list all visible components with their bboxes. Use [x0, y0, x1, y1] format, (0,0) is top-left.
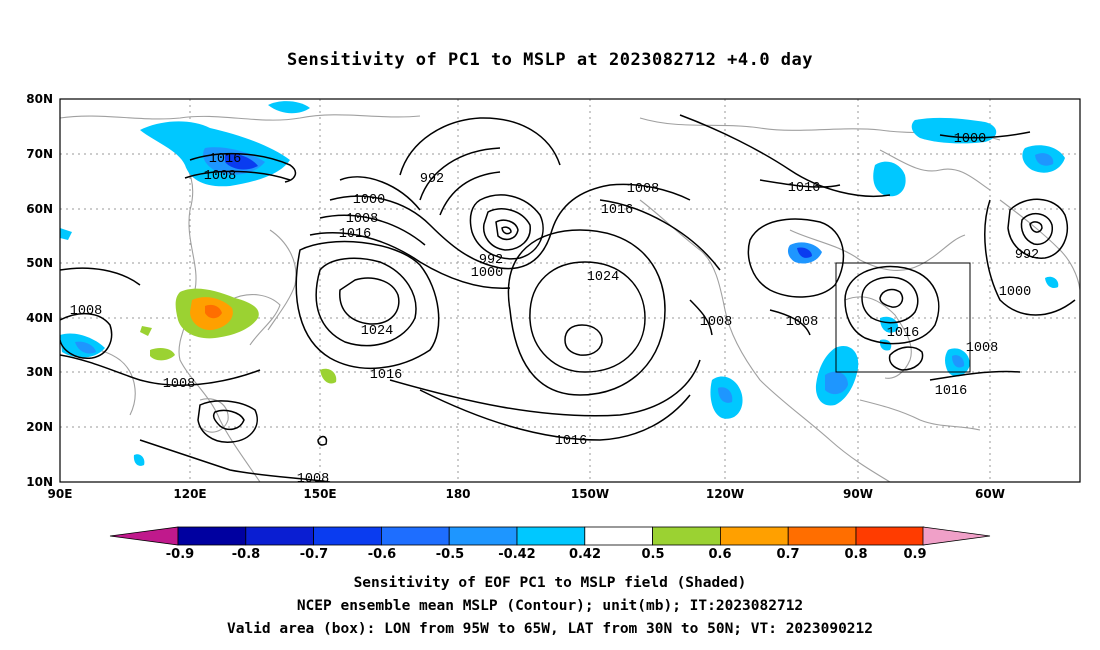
contour-label: 1008: [204, 169, 236, 184]
contour-label: 1016: [339, 227, 371, 242]
contour-labels: 1016 1008 992 1000 1008 1016 992 1000 10…: [70, 132, 1039, 487]
contour-label: 1016: [887, 326, 919, 341]
valid-area-box: [835, 262, 971, 373]
lat-label: 80N: [26, 92, 53, 106]
contour-label: 1000: [353, 193, 385, 208]
colorbar-min-arrow: [109, 526, 179, 546]
contour-label: 1024: [587, 270, 619, 285]
caption-shaded: Sensitivity of EOF PC1 to MSLP field (Sh…: [353, 575, 747, 591]
colorbar-cell: [245, 526, 315, 546]
contour-label: 1024: [361, 324, 393, 339]
contour-label: 1000: [471, 266, 503, 281]
map-title: Sensitivity of PC1 to MSLP at 2023082712…: [286, 50, 813, 70]
lon-label: 120E: [173, 487, 206, 501]
lon-label: 150E: [303, 487, 336, 501]
latitude-axis: 80N 70N 60N 50N 40N 30N 20N 10N: [26, 92, 53, 489]
colorbar-cell: [516, 526, 586, 546]
contour-label: 1008: [346, 212, 378, 227]
contour-label: 992: [420, 172, 444, 187]
colorbar: -0.9 -0.8 -0.7 -0.6 -0.5 -0.42 0.42 0.5 …: [109, 526, 991, 562]
coastlines: [60, 114, 1080, 482]
colorbar-label: -0.8: [232, 547, 260, 562]
contour-label: 1008: [786, 315, 818, 330]
colorbar-label: -0.7: [300, 547, 328, 562]
colorbar-cell: [787, 526, 857, 546]
mslp-contours: [60, 114, 1076, 482]
contour-label: 1008: [70, 304, 102, 319]
lon-label: 90E: [48, 487, 73, 501]
caption-valid-area: Valid area (box): LON from 95W to 65W, L…: [226, 621, 873, 637]
lon-label: 90W: [843, 487, 873, 501]
colorbar-label: 0.8: [844, 547, 867, 562]
colorbar-cell: [584, 526, 653, 546]
contour-label: 1008: [700, 315, 732, 330]
colorbar-label: -0.42: [498, 547, 535, 562]
lon-label: 120W: [706, 487, 744, 501]
lat-label: 50N: [26, 256, 53, 270]
lat-label: 60N: [26, 202, 53, 216]
caption-contour: NCEP ensemble mean MSLP (Contour); unit(…: [296, 598, 804, 614]
colorbar-label: 0.42: [569, 547, 601, 562]
contour-label: 1016: [601, 203, 633, 218]
colorbar-cell: [855, 526, 925, 546]
lat-label: 30N: [26, 365, 53, 379]
colorbar-label: -0.9: [166, 547, 194, 562]
longitude-axis: 90E 120E 150E 180 150W 120W 90W 60W: [48, 487, 1005, 501]
lon-label: 180: [445, 487, 470, 501]
colorbar-label: -0.6: [368, 547, 396, 562]
contour-label: 992: [1015, 248, 1039, 263]
contour-label: 1008: [163, 377, 195, 392]
colorbar-cell: [448, 526, 518, 546]
colorbar-cell: [380, 526, 450, 546]
contour-label: 1000: [954, 132, 986, 147]
plot-frame: [59, 98, 1081, 483]
contour-label: 992: [479, 253, 503, 268]
colorbar-cell: [177, 526, 247, 546]
lat-label: 20N: [26, 420, 53, 434]
contour-label: 1016: [209, 152, 241, 167]
lon-label: 60W: [975, 487, 1005, 501]
colorbar-cell: [652, 526, 721, 546]
contour-label: 1008: [297, 472, 329, 487]
contour-label: 1016: [935, 384, 967, 399]
colorbar-label: 0.6: [708, 547, 731, 562]
contour-label: 1000: [999, 285, 1031, 300]
colorbar-cell: [313, 526, 382, 546]
colorbar-max-arrow: [922, 526, 991, 546]
contour-label: 1016: [788, 181, 820, 196]
lat-label: 10N: [26, 475, 53, 489]
colorbar-cell: [720, 526, 789, 546]
colorbar-label: -0.5: [436, 547, 464, 562]
lat-label: 70N: [26, 147, 53, 161]
grid-lines: [60, 99, 1080, 482]
colorbar-label: 0.5: [641, 547, 664, 562]
colorbar-label: 0.7: [776, 547, 799, 562]
contour-label: 1016: [370, 368, 402, 383]
contour-label: 1008: [966, 341, 998, 356]
contour-label: 1008: [627, 182, 659, 197]
lat-label: 40N: [26, 311, 53, 325]
lon-label: 150W: [571, 487, 609, 501]
contour-label: 1016: [555, 434, 587, 449]
colorbar-label: 0.9: [903, 547, 926, 562]
